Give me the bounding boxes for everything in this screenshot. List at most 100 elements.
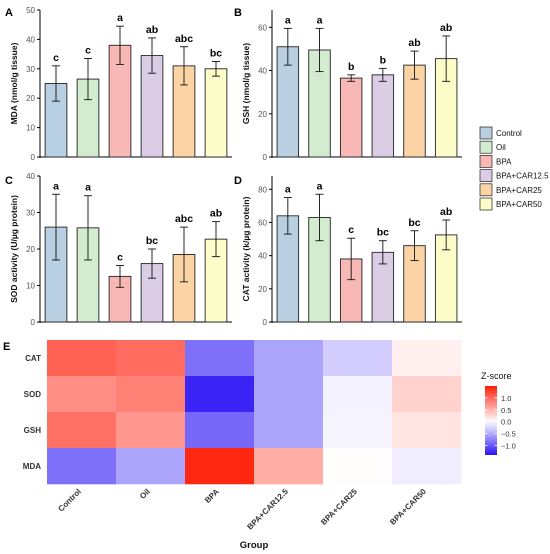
heatmap-cell (323, 448, 393, 485)
colorbar-tick-label: 0.0 (501, 418, 511, 427)
legend-swatch (479, 126, 493, 140)
legend-swatch (479, 140, 493, 154)
y-tick-label: 40 (258, 252, 267, 261)
significance-letter: ab (210, 208, 222, 220)
y-tick-label: 10 (26, 124, 35, 133)
significance-letter: ab (408, 37, 420, 49)
legend-swatch (479, 183, 493, 197)
heatmap-cell (392, 448, 462, 485)
y-tick-label: 60 (258, 23, 267, 32)
legend-label: BPA+CAR50 (496, 200, 542, 209)
y-tick-label: 30 (26, 65, 35, 74)
significance-letter: bc (210, 47, 222, 59)
colorbar-tick-label: 1.0 (501, 394, 511, 403)
heatmap-cell (392, 340, 462, 377)
heatmap-cell (185, 340, 255, 377)
panel-label: C (5, 175, 13, 187)
heatmap-cell (392, 412, 462, 449)
significance-letter: b (380, 54, 386, 66)
heatmap-row-label: MDA (23, 462, 41, 471)
heatmap-cell (254, 340, 324, 377)
y-axis-label: GSH (nmol/g tissue) (241, 43, 251, 124)
legend-label: BPA+CAR12.5 (496, 172, 549, 181)
heatmap-cell (323, 412, 393, 449)
heatmap-row-label: GSH (24, 426, 42, 435)
panel-label: E (3, 341, 10, 353)
colorbar-title: Z-score (481, 371, 512, 381)
heatmap-row-label: SOD (24, 390, 42, 399)
bar (339, 77, 363, 158)
bar-panel-a: 0 10 20 30 40 50 MDA (nmol/g tissue) Ac c a ab abc b… (5, 6, 232, 162)
y-tick-label: 0 (31, 153, 36, 162)
heatmap-cell (254, 376, 324, 413)
legend-label: BPA+CAR25 (496, 186, 542, 195)
y-tick-label: 0 (263, 153, 268, 162)
heatmap-cell (47, 412, 117, 449)
significance-letter: a (317, 14, 323, 26)
significance-letter: c (85, 45, 91, 57)
y-tick-label: 0 (263, 318, 268, 327)
y-tick-label: 20 (258, 285, 267, 294)
significance-letter: a (117, 12, 123, 24)
significance-letter: abc (175, 33, 193, 45)
bar (371, 74, 395, 158)
y-tick-label: 80 (258, 185, 267, 194)
heatmap-cell (47, 448, 117, 485)
y-tick-label: 60 (258, 218, 267, 227)
significance-letter: a (285, 184, 291, 196)
y-tick-label: 30 (26, 209, 35, 218)
heatmap-cell (47, 376, 117, 413)
y-axis-label: MDA (nmol/g tissue) (9, 42, 19, 124)
panel-label: A (5, 7, 13, 19)
heatmap-cell (116, 448, 186, 485)
heatmap-row-label: CAT (25, 354, 41, 363)
heatmap-cell (116, 340, 186, 377)
heatmap-cell (116, 412, 186, 449)
colorbar (485, 386, 497, 455)
significance-letter: a (85, 182, 91, 194)
bar (204, 68, 228, 158)
legend-swatch (479, 169, 493, 182)
heatmap-cell (185, 412, 255, 449)
significance-letter: bc (408, 217, 420, 229)
significance-letter: c (117, 251, 123, 263)
legend-label: Oil (496, 143, 506, 152)
y-axis-label: SOD activity (U/µg protein) (9, 195, 19, 303)
significance-letter: a (317, 180, 323, 192)
heatmap-cell (254, 448, 324, 485)
significance-letter: abc (175, 213, 193, 225)
heatmap-cell (392, 376, 462, 413)
y-tick-label: 50 (26, 6, 35, 15)
significance-letter: a (53, 180, 59, 192)
panel-label: D (234, 175, 242, 187)
y-tick-label: 40 (26, 35, 35, 44)
y-tick-label: 10 (26, 282, 35, 291)
significance-letter: bc (377, 227, 389, 239)
heatmap-cell (47, 340, 117, 377)
heatmap-x-axis-label: Group (240, 540, 269, 551)
colorbar-tick-label: −0.5 (501, 430, 516, 439)
legend-swatch (479, 197, 493, 211)
significance-letter: c (53, 52, 59, 64)
legend-label: BPA (496, 157, 512, 166)
heatmap-cell (323, 376, 393, 413)
significance-letter: b (348, 61, 354, 73)
legend-label: Control (496, 129, 522, 138)
significance-letter: bc (146, 235, 158, 247)
bar-panel-d: 0 20 40 60 80 CAT activity (k/µg protein) Da a c… (234, 175, 462, 327)
bar-panel-c: 0 10 20 30 40 SOD activity (U/µg protein) C a a c… (5, 172, 232, 327)
colorbar-tick-label: −1.0 (501, 441, 516, 450)
y-tick-label: 40 (26, 172, 35, 181)
heatmap-cell (185, 376, 255, 413)
significance-letter: c (348, 224, 354, 236)
significance-letter: ab (146, 24, 158, 36)
y-tick-label: 20 (26, 94, 35, 103)
y-tick-label: 20 (258, 110, 267, 119)
colorbar-tick-label: 0.5 (501, 406, 511, 415)
legend: Control Oil BPA BPA+CAR12.5 BPA+CAR25 BPA+CAR… (479, 126, 549, 211)
y-tick-label: 20 (26, 245, 35, 254)
panel-label: B (234, 7, 242, 19)
